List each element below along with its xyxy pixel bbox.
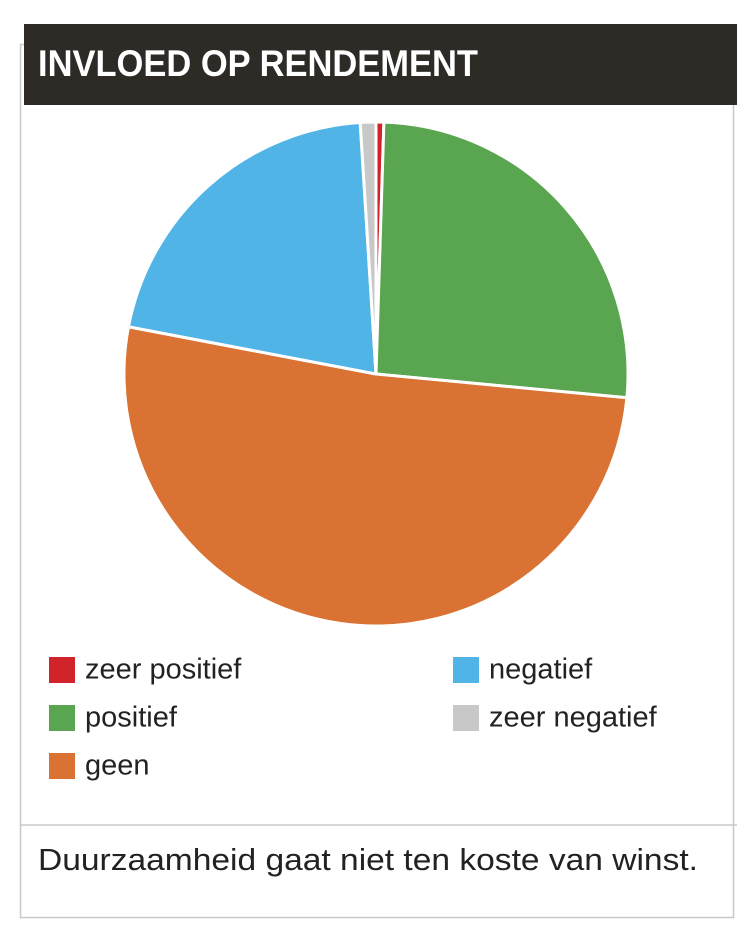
pie-slice bbox=[374, 120, 630, 400]
pie-slice bbox=[358, 120, 378, 376]
caption: Duurzaamheid gaat niet ten koste van win… bbox=[38, 842, 698, 877]
pie-slice bbox=[126, 120, 378, 376]
legend-label: positief bbox=[85, 702, 178, 734]
legend-label: zeer positief bbox=[85, 654, 242, 686]
chart-title: INVLOED OP RENDEMENT bbox=[38, 43, 478, 84]
header-bar bbox=[24, 24, 737, 105]
legend-label: negatief bbox=[489, 654, 593, 686]
legend-label: zeer negatief bbox=[489, 702, 658, 734]
legend-swatch bbox=[49, 705, 75, 731]
legend-swatch bbox=[49, 753, 75, 779]
legend-swatch bbox=[453, 657, 479, 683]
legend-swatch bbox=[453, 705, 479, 731]
pie-slice bbox=[122, 325, 629, 628]
legend-swatch bbox=[49, 657, 75, 683]
legend-label: geen bbox=[85, 750, 150, 782]
